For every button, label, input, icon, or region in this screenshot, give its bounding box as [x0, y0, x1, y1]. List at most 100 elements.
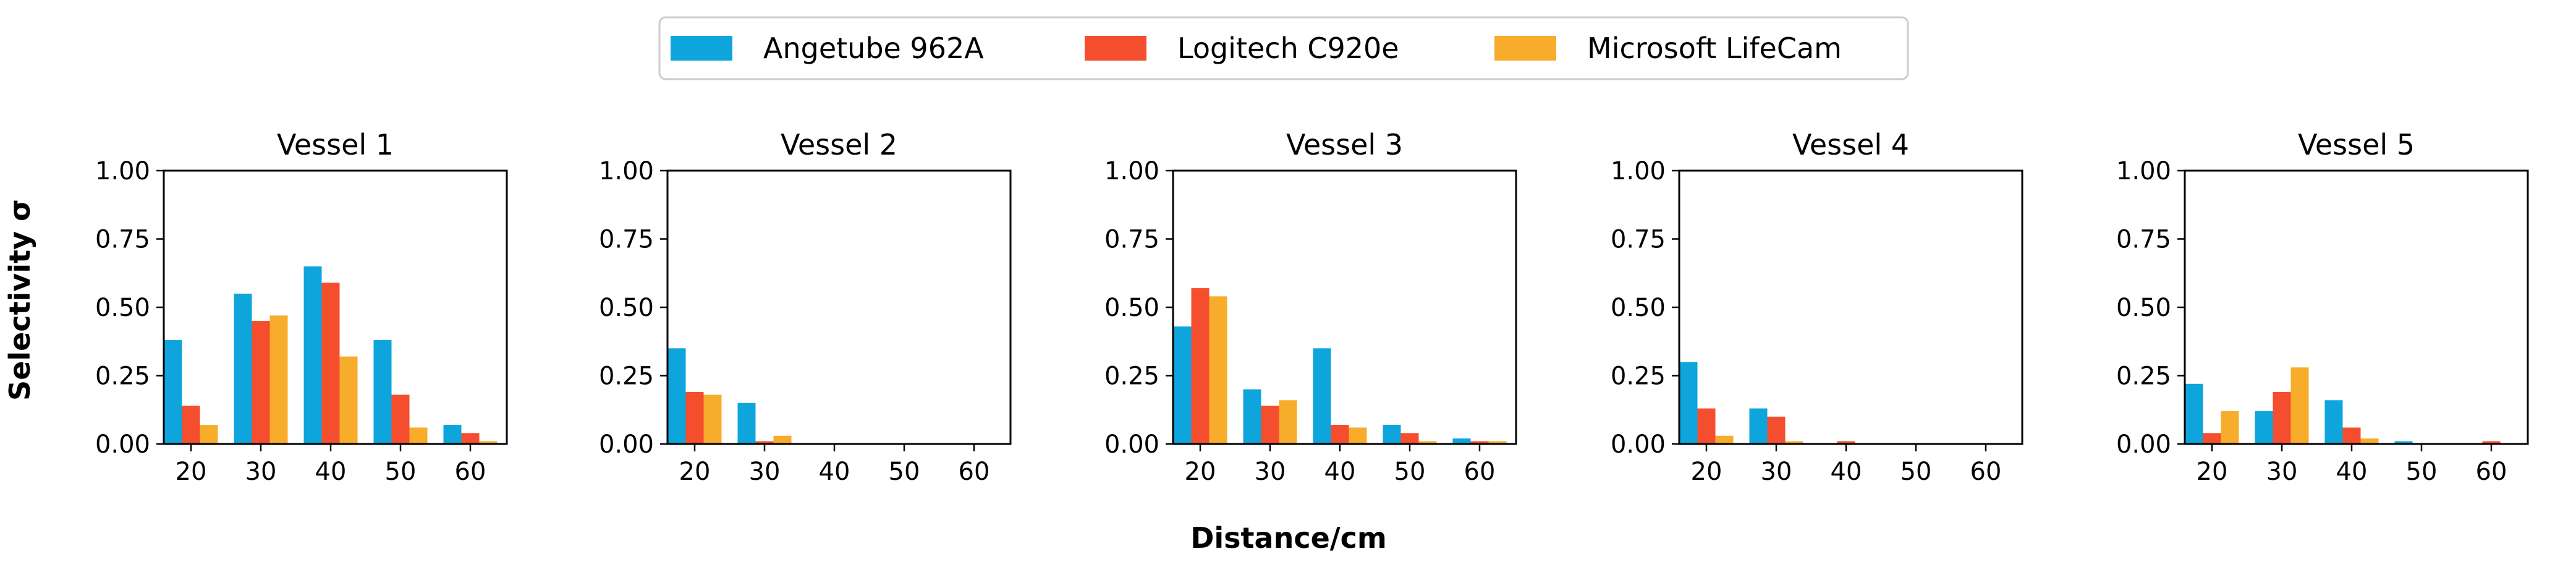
panel-title-vessel-5: Vessel 5: [2298, 128, 2415, 161]
bar-vessel-3-microsoft-lifecam-40: [1349, 427, 1367, 444]
bar-vessel-1-microsoft-lifecam-50: [409, 427, 428, 444]
plot-frame-vessel-1: [163, 169, 508, 445]
x-tick-label-vessel-4-20: 20: [1691, 458, 1722, 486]
bar-vessel-3-microsoft-lifecam-60: [1488, 441, 1507, 444]
x-tick-label-vessel-3-60: 60: [1464, 458, 1496, 486]
chart-panels: 20 30 40 50 60 0.00 0.25 0.50 0.75 1.00 Vessel 1 20…: [95, 128, 2529, 486]
bar-vessel-1-logitech-c920e-50: [391, 394, 410, 444]
y-tick-label-vessel-4-0-00: 0.00: [1611, 430, 1666, 459]
bar-vessel-4-logitech-c920e-20: [1697, 408, 1716, 444]
x-tick-label-vessel-1-30: 30: [245, 458, 277, 486]
y-tick-label-vessel-5-0-25: 0.25: [2116, 362, 2171, 391]
legend: Angetube 962A Logitech C920e Microsoft Lif…: [658, 16, 1909, 80]
legend-swatch-logitech-c920e: [1085, 36, 1146, 61]
x-tick-label-vessel-2-60: 60: [959, 458, 990, 486]
bar-vessel-2-angetube-962a-20: [667, 348, 686, 444]
bar-vessel-3-angetube-962a-30: [1243, 389, 1261, 444]
x-tick-label-vessel-4-40: 40: [1831, 458, 1862, 486]
panel-title-vessel-2: Vessel 2: [781, 128, 897, 161]
y-tick-label-vessel-3-0-25: 0.25: [1104, 362, 1159, 391]
bar-vessel-1-logitech-c920e-20: [182, 406, 200, 444]
bar-vessel-5-angetube-962a-40: [2324, 400, 2343, 444]
x-tick-label-vessel-2-40: 40: [819, 458, 850, 486]
y-tick-label-vessel-1-1-00: 1.00: [95, 157, 150, 186]
x-tick-label-vessel-5-50: 50: [2406, 458, 2438, 486]
bar-vessel-1-angetube-962a-20: [164, 340, 182, 444]
y-tick-label-vessel-2-0-75: 0.75: [599, 226, 654, 254]
x-tick-label-vessel-5-20: 20: [2197, 458, 2228, 486]
panel-title-vessel-3: Vessel 3: [1286, 128, 1403, 161]
bar-vessel-5-angetube-962a-20: [2185, 383, 2203, 444]
bar-vessel-3-logitech-c920e-30: [1261, 406, 1279, 444]
y-tick-label-vessel-4-0-50: 0.50: [1611, 294, 1666, 322]
x-tick-label-vessel-3-30: 30: [1255, 458, 1286, 486]
legend-label-angetube-962a: Angetube 962A: [763, 32, 984, 65]
y-tick-label-vessel-5-1-00: 1.00: [2116, 157, 2171, 186]
plot-frame-vessel-2: [666, 169, 1012, 445]
bar-vessel-4-angetube-962a-20: [1679, 362, 1698, 444]
bar-vessel-4-logitech-c920e-40: [1837, 441, 1855, 444]
x-tick-label-vessel-5-30: 30: [2266, 458, 2298, 486]
x-tick-label-vessel-2-30: 30: [749, 458, 781, 486]
y-tick-label-vessel-4-0-25: 0.25: [1611, 362, 1666, 391]
x-tick-label-vessel-4-60: 60: [1970, 458, 2002, 486]
panel-vessel-3: 20 30 40 50 60 0.00 0.25 0.50 0.75 1.00 Vessel 3: [1104, 128, 1517, 486]
bar-vessel-5-logitech-c920e-60: [2482, 441, 2501, 444]
panel-vessel-4: 20 30 40 50 60 0.00 0.25 0.50 0.75 1.00 Vessel 4: [1611, 128, 2023, 486]
panel-title-vessel-1: Vessel 1: [277, 128, 394, 161]
x-tick-label-vessel-4-30: 30: [1761, 458, 1792, 486]
bar-vessel-3-microsoft-lifecam-20: [1209, 296, 1227, 444]
bar-vessel-4-angetube-962a-30: [1749, 408, 1768, 444]
bar-vessel-1-angetube-962a-40: [303, 266, 322, 444]
x-tick-label-vessel-3-20: 20: [1185, 458, 1216, 486]
bar-vessel-2-microsoft-lifecam-30: [773, 435, 792, 444]
bar-vessel-1-logitech-c920e-30: [252, 321, 270, 444]
bar-vessel-3-logitech-c920e-20: [1191, 288, 1210, 444]
bar-vessel-3-angetube-962a-60: [1452, 438, 1471, 444]
bar-vessel-1-microsoft-lifecam-30: [269, 315, 288, 444]
y-tick-label-vessel-2-0-00: 0.00: [599, 430, 654, 459]
bar-vessel-1-angetube-962a-50: [373, 340, 392, 444]
y-tick-label-vessel-4-1-00: 1.00: [1611, 157, 1666, 186]
bar-vessel-1-angetube-962a-60: [443, 425, 462, 444]
bar-vessel-3-logitech-c920e-60: [1470, 441, 1489, 444]
bar-vessel-3-logitech-c920e-50: [1400, 433, 1419, 444]
bar-vessel-1-logitech-c920e-40: [321, 283, 340, 444]
y-tick-label-vessel-5-0-00: 0.00: [2116, 430, 2171, 459]
legend-label-logitech-c920e: Logitech C920e: [1177, 32, 1399, 65]
y-tick-label-vessel-3-0-00: 0.00: [1104, 430, 1159, 459]
x-axis-label: Distance/cm: [1190, 521, 1387, 555]
panel-vessel-1: 20 30 40 50 60 0.00 0.25 0.50 0.75 1.00 Vessel 1: [95, 128, 508, 486]
bar-vessel-5-angetube-962a-30: [2255, 411, 2273, 444]
legend-frame: [658, 16, 1909, 80]
legend-swatch-angetube-962a: [671, 36, 732, 61]
plot-frame-vessel-3: [1172, 169, 1517, 445]
y-tick-label-vessel-5-0-75: 0.75: [2116, 226, 2171, 254]
bar-vessel-4-microsoft-lifecam-30: [1785, 441, 1803, 444]
y-tick-label-vessel-2-0-25: 0.25: [599, 362, 654, 391]
y-tick-label-vessel-1-0-00: 0.00: [95, 430, 150, 459]
bar-vessel-5-microsoft-lifecam-20: [2221, 411, 2239, 444]
y-tick-label-vessel-1-0-50: 0.50: [95, 294, 150, 322]
x-tick-label-vessel-3-40: 40: [1324, 458, 1356, 486]
bar-vessel-1-microsoft-lifecam-20: [200, 425, 218, 444]
legend-swatch-microsoft-lifecam: [1494, 36, 1556, 61]
bar-vessel-3-logitech-c920e-40: [1331, 425, 1349, 444]
x-tick-label-vessel-1-50: 50: [385, 458, 417, 486]
x-tick-label-vessel-4-50: 50: [1900, 458, 1932, 486]
bar-vessel-1-logitech-c920e-60: [461, 433, 480, 444]
legend-label-microsoft-lifecam: Microsoft LifeCam: [1587, 32, 1842, 65]
panel-vessel-5: 20 30 40 50 60 0.00 0.25 0.50 0.75 1.00 Vessel 5: [2116, 128, 2529, 486]
y-tick-label-vessel-1-0-25: 0.25: [95, 362, 150, 391]
bar-vessel-2-logitech-c920e-30: [755, 441, 774, 444]
bar-vessel-5-logitech-c920e-40: [2342, 427, 2361, 444]
bar-vessel-5-logitech-c920e-30: [2273, 392, 2291, 444]
bar-vessel-2-angetube-962a-30: [737, 403, 756, 444]
bar-vessel-2-logitech-c920e-20: [685, 392, 704, 444]
y-tick-label-vessel-3-0-75: 0.75: [1104, 226, 1159, 254]
y-tick-label-vessel-2-1-00: 1.00: [599, 157, 654, 186]
bar-vessel-3-angetube-962a-50: [1383, 425, 1401, 444]
bar-vessel-2-microsoft-lifecam-20: [703, 394, 722, 444]
